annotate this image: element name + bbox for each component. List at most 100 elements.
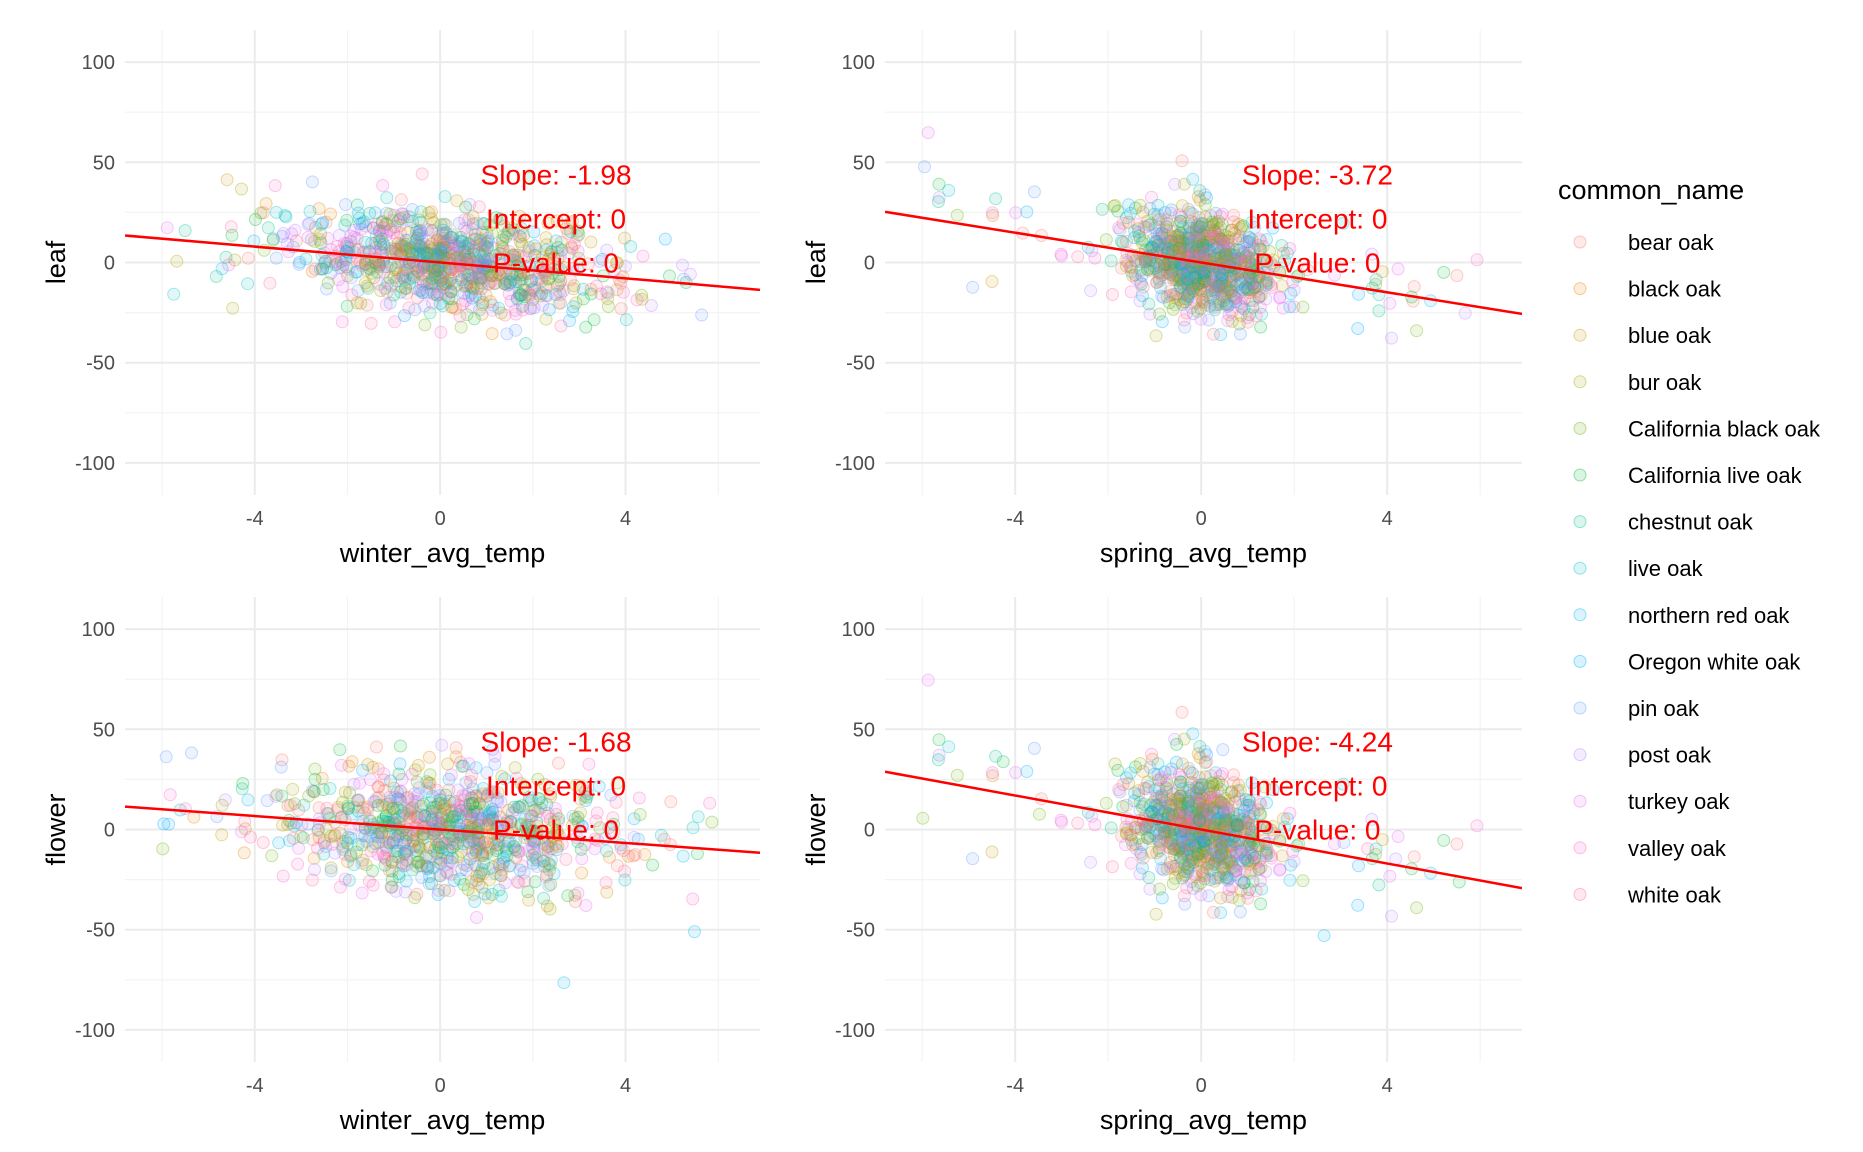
- scatter-point: [333, 826, 347, 840]
- scatter-point: [449, 238, 463, 252]
- scatter-point: [1206, 238, 1220, 252]
- scatter-point: [406, 834, 420, 848]
- scatter-point: [472, 877, 486, 891]
- scatter-point: [1178, 228, 1192, 242]
- scatter-point: [1157, 263, 1171, 277]
- scatter-point: [705, 815, 719, 829]
- scatter-point: [493, 859, 507, 873]
- scatter-point: [1163, 296, 1176, 310]
- scatter-point: [447, 796, 460, 810]
- scatter-point: [402, 828, 416, 842]
- scatter-point: [1149, 256, 1163, 270]
- scatter-point: [1182, 238, 1196, 252]
- scatter-point: [1179, 239, 1193, 253]
- scatter-point: [1229, 278, 1243, 292]
- scatter-point: [424, 205, 438, 219]
- scatter-point: [474, 272, 488, 286]
- scatter-point: [514, 288, 528, 302]
- scatter-point: [411, 758, 425, 772]
- scatter-point: [389, 884, 403, 898]
- scatter-point: [416, 244, 430, 258]
- legend-label: turkey oak: [1628, 789, 1730, 814]
- scatter-point: [426, 223, 440, 237]
- scatter-point: [281, 799, 295, 812]
- scatter-point: [410, 231, 424, 245]
- scatter-point: [496, 242, 510, 256]
- scatter-point: [383, 864, 396, 878]
- scatter-point: [394, 804, 408, 818]
- scatter-point: [1181, 288, 1194, 302]
- scatter-point: [426, 805, 439, 819]
- scatter-point: [433, 792, 447, 806]
- scatter-point: [470, 841, 484, 855]
- scatter-point: [1176, 241, 1190, 255]
- scatter-point: [1219, 297, 1233, 311]
- scatter-point: [568, 895, 582, 908]
- scatter-point: [320, 801, 334, 815]
- scatter-point: [366, 878, 380, 892]
- scatter-point: [471, 281, 484, 295]
- scatter-point: [1190, 238, 1204, 252]
- scatter-point: [523, 275, 537, 288]
- scatter-point: [1120, 211, 1133, 225]
- scatter-point: [401, 226, 415, 240]
- scatter-point: [1253, 242, 1267, 256]
- scatter-point: [396, 808, 409, 822]
- scatter-point: [489, 844, 503, 857]
- scatter-point: [474, 282, 488, 296]
- scatter-point: [438, 883, 451, 897]
- x-tick-label: -4: [246, 508, 264, 530]
- scatter-point: [1212, 277, 1226, 291]
- scatter-point: [1217, 866, 1231, 880]
- scatter-point: [372, 780, 386, 794]
- scatter-point: [391, 844, 404, 858]
- scatter-point: [1186, 307, 1200, 321]
- scatter-point: [399, 233, 413, 247]
- scatter-point: [1071, 250, 1085, 264]
- scatter-point: [1158, 801, 1172, 815]
- scatter-point: [1470, 819, 1484, 833]
- scatter-point: [1177, 295, 1191, 309]
- scatter-point: [1198, 188, 1212, 202]
- scatter-point: [1178, 320, 1192, 334]
- scatter-point: [272, 836, 286, 850]
- scatter-point: [388, 805, 401, 819]
- scatter-point: [400, 844, 414, 858]
- scatter-point: [1246, 278, 1259, 292]
- scatter-point: [1200, 289, 1214, 303]
- scatter-point: [1198, 279, 1212, 293]
- scatter-point: [434, 218, 448, 232]
- scatter-point: [1178, 808, 1192, 822]
- scatter-point: [391, 792, 405, 806]
- scatter-point: [1208, 230, 1221, 244]
- scatter-point: [425, 812, 439, 826]
- scatter-point: [400, 263, 414, 277]
- scatter-point: [1195, 778, 1209, 792]
- scatter-point: [1129, 842, 1143, 856]
- scatter-point: [449, 803, 463, 817]
- scatter-point: [427, 800, 441, 814]
- scatter-point: [525, 793, 539, 807]
- scatter-point: [387, 226, 401, 240]
- scatter-point: [412, 238, 426, 252]
- scatter-point: [554, 287, 568, 301]
- scatter-points: [156, 738, 719, 990]
- scatter-point: [1133, 757, 1147, 770]
- scatter-point: [483, 842, 497, 856]
- scatter-point: [1254, 897, 1268, 911]
- scatter-point: [1147, 207, 1161, 221]
- scatter-point: [469, 270, 483, 284]
- scatter-point: [609, 795, 623, 809]
- scatter-point: [493, 268, 507, 282]
- scatter-point: [358, 235, 372, 249]
- scatter-point: [395, 856, 409, 870]
- scatter-point: [414, 215, 428, 229]
- scatter-point: [478, 239, 492, 253]
- scatter-point: [1205, 284, 1219, 298]
- scatter-point: [412, 213, 426, 227]
- scatter-point: [1233, 222, 1247, 236]
- scatter-point: [530, 860, 544, 873]
- scatter-point: [492, 301, 506, 315]
- scatter-point: [1193, 793, 1207, 807]
- scatter-point: [512, 275, 526, 289]
